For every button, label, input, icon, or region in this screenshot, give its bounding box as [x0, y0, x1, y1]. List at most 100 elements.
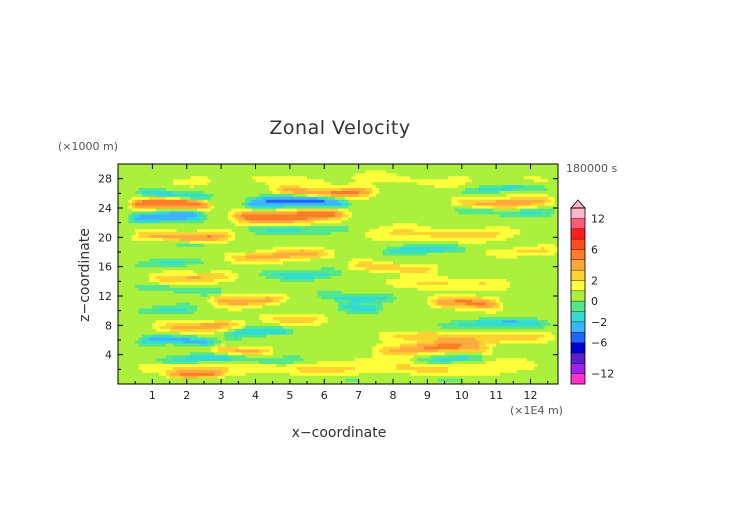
x-axis-label: x−coordinate [292, 425, 387, 441]
heatmap-cell [317, 290, 343, 294]
heatmap-cell [166, 187, 270, 191]
y-tick-label: 16 [98, 261, 112, 274]
heatmap-cell [279, 257, 312, 262]
heatmap-cell [193, 210, 202, 215]
heatmap-cell [458, 345, 480, 350]
colorbar-segment [571, 301, 585, 312]
heatmap-cell [207, 340, 215, 344]
heatmap-cell [358, 190, 370, 194]
heatmap-cell [128, 205, 133, 209]
heatmap-cell [241, 328, 288, 332]
heatmap-cell [317, 193, 332, 197]
heatmap-cell [200, 216, 208, 221]
heatmap-cell [207, 216, 229, 221]
heatmap-cell [317, 252, 329, 256]
heatmap-cell [248, 228, 267, 233]
heatmap-cell [166, 369, 178, 373]
heatmap-cell [413, 228, 521, 233]
heatmap-cell [176, 301, 191, 306]
heatmap-cell [544, 202, 556, 206]
heatmap-cell [379, 331, 418, 335]
heatmap-cell [210, 202, 243, 206]
heatmap-cell [118, 240, 191, 244]
heatmap-cell [300, 184, 377, 189]
heatmap-cell [434, 184, 459, 189]
x-tick-label: 4 [252, 389, 259, 402]
heatmap-cell [492, 345, 558, 350]
colorbar-segment [571, 363, 585, 374]
heatmap-cell [499, 213, 552, 218]
heatmap-cell [516, 254, 558, 259]
heatmap-cell [210, 178, 257, 183]
colorbar-tick-label: 6 [591, 243, 598, 256]
heatmap-cell [255, 231, 332, 235]
heatmap-cell [272, 246, 325, 250]
heatmap-field [118, 164, 558, 384]
heatmap-cell [231, 254, 246, 259]
heatmap-cell [554, 210, 558, 215]
heatmap-cell [118, 205, 129, 209]
heatmap-cell [197, 334, 226, 338]
heatmap-cell [485, 360, 535, 365]
heatmap-cell [348, 181, 373, 186]
heatmap-cell [506, 287, 558, 291]
heatmap-cell [118, 166, 558, 171]
heatmap-cell [228, 369, 301, 373]
heatmap-cell [427, 269, 439, 274]
heatmap-cell [344, 199, 349, 203]
heatmap-cell [348, 213, 353, 218]
heatmap-cell [221, 342, 226, 347]
heatmap-cell [207, 199, 246, 203]
heatmap-cell [437, 269, 558, 274]
heatmap-cell [310, 257, 353, 262]
heatmap-cell [200, 275, 229, 279]
heatmap-cell [399, 272, 439, 277]
heatmap-cell [437, 322, 459, 326]
heatmap-cell [458, 240, 487, 244]
heatmap-cell [430, 266, 439, 271]
heatmap-cell [207, 205, 212, 209]
heatmap-cell [533, 366, 558, 370]
heatmap-cell [372, 181, 418, 186]
heatmap-cell [554, 202, 558, 206]
heatmap-cell [118, 334, 143, 338]
y-tick-label: 4 [105, 349, 112, 362]
heatmap-cell [516, 319, 538, 323]
colorbar-extend-arrow [570, 199, 586, 209]
heatmap-cell [492, 208, 521, 212]
heatmap-cell [283, 275, 315, 279]
heatmap-cell [269, 348, 274, 353]
heatmap-cell [224, 252, 246, 256]
heatmap-cell [231, 319, 246, 323]
heatmap-cell [210, 348, 219, 353]
heatmap-cell [465, 301, 487, 306]
heatmap-cell [313, 278, 387, 282]
heatmap-cell [465, 357, 483, 362]
heatmap-cell [272, 272, 329, 277]
heatmap-cell [228, 210, 236, 215]
heatmap-cell [118, 296, 212, 300]
heatmap-cell [527, 357, 558, 362]
heatmap-cell [396, 366, 449, 370]
heatmap-cell [372, 257, 558, 262]
heatmap-cell [537, 316, 558, 321]
heatmap-cell [441, 325, 545, 329]
heatmap-cell [341, 272, 401, 277]
heatmap-cell [331, 193, 360, 197]
heatmap-cell [118, 175, 191, 180]
heatmap-cell [344, 369, 418, 373]
heatmap-cell [176, 369, 222, 373]
heatmap-cell [214, 340, 222, 344]
heatmap-cell [248, 225, 349, 230]
x-tick-label: 6 [321, 389, 328, 402]
heatmap-cell [118, 287, 140, 291]
heatmap-cell [492, 348, 558, 353]
heatmap-cell [341, 290, 558, 294]
heatmap-cell [148, 234, 208, 238]
heatmap-cell [118, 237, 133, 241]
heatmap-cell [173, 357, 233, 362]
heatmap-cell [348, 202, 353, 206]
heatmap-cell [214, 278, 236, 282]
heatmap-cell [348, 208, 456, 212]
